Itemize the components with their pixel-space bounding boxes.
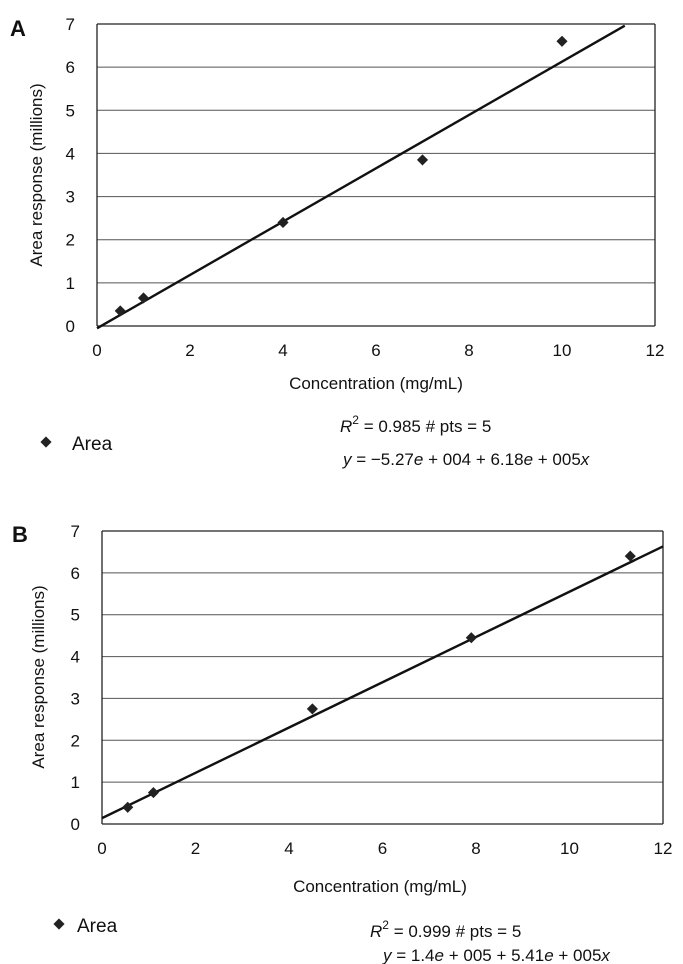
data-point-4 <box>416 154 429 166</box>
eq-part: + 005 <box>533 450 581 469</box>
r2-superscript: 2 <box>382 918 389 932</box>
r-squared-text: R2 = 0.999 # pts = 5 <box>370 918 521 941</box>
panel-label: B <box>12 522 28 547</box>
regression-equation: y = 1.4e + 005 + 5.41e + 005x <box>382 946 610 964</box>
y-tick-label: 0 <box>66 317 75 336</box>
x-tick-label: 8 <box>464 341 473 360</box>
x-tick-label: 0 <box>92 341 101 360</box>
y-tick-label: 6 <box>71 564 80 583</box>
data-point-5 <box>556 35 568 47</box>
r2-value-text: = 0.985 # pts = 5 <box>359 417 491 436</box>
eq-e: e <box>544 946 553 964</box>
eq-x: x <box>600 946 610 964</box>
y-tick-label: 4 <box>71 648 80 667</box>
y-axis-title: Area response (millions) <box>27 83 46 266</box>
x-axis-title: Concentration (mg/mL) <box>293 877 467 896</box>
data-point-1 <box>122 801 134 813</box>
y-tick-label: 7 <box>71 522 80 541</box>
x-tick-label: 0 <box>97 839 106 858</box>
x-tick-label: 4 <box>278 341 287 360</box>
y-tick-label: 3 <box>66 188 75 207</box>
legend-marker <box>40 436 52 448</box>
panel-label: A <box>10 16 26 41</box>
y-tick-label: 1 <box>66 274 75 293</box>
y-tick-label: 5 <box>66 101 75 120</box>
y-tick-label: 0 <box>71 815 80 834</box>
regression-equation: y = −5.27e + 004 + 6.18e + 005x <box>342 450 590 469</box>
x-tick-label: 12 <box>646 341 665 360</box>
data-point-2 <box>137 292 150 304</box>
y-tick-label: 2 <box>66 231 75 250</box>
y-tick-label: 6 <box>66 58 75 77</box>
x-tick-label: 2 <box>191 839 200 858</box>
y-tick-label: 4 <box>66 144 75 163</box>
x-tick-label: 6 <box>378 839 387 858</box>
data-point-1 <box>114 305 126 317</box>
eq-e: e <box>414 450 423 469</box>
y-tick-label: 3 <box>71 689 80 708</box>
data-point-3 <box>277 216 289 229</box>
r-squared-text: R2 = 0.985 # pts = 5 <box>340 413 491 436</box>
r2-symbol: R <box>340 417 352 436</box>
r2-symbol: R <box>370 922 382 941</box>
y-axis-title: Area response (millions) <box>29 585 48 768</box>
x-tick-label: 10 <box>553 341 572 360</box>
eq-e: e <box>524 450 533 469</box>
y-tick-label: 7 <box>66 15 75 34</box>
eq-part: = 1.4 <box>392 946 435 964</box>
x-tick-label: 6 <box>371 341 380 360</box>
y-tick-label: 5 <box>71 606 80 625</box>
data-point-4 <box>465 632 477 644</box>
eq-part: + 004 + 6.18 <box>423 450 523 469</box>
legend-marker <box>53 918 65 930</box>
eq-part: = −5.27 <box>352 450 414 469</box>
y-tick-label: 2 <box>71 731 80 750</box>
r2-value-text: = 0.999 # pts = 5 <box>389 922 521 941</box>
r2-superscript: 2 <box>352 413 359 427</box>
eq-part: + 005 + 5.41 <box>444 946 544 964</box>
regression-line <box>101 545 664 820</box>
eq-part: + 005 <box>554 946 602 964</box>
eq-x: x <box>580 450 590 469</box>
x-tick-label: 4 <box>284 839 293 858</box>
x-tick-label: 10 <box>560 839 579 858</box>
legend-label: Area <box>77 916 118 937</box>
eq-y: y <box>342 450 353 469</box>
x-tick-label: 12 <box>654 839 673 858</box>
data-point-3 <box>306 703 318 715</box>
eq-e: e <box>435 946 444 964</box>
data-point-2 <box>147 787 159 799</box>
y-tick-label: 1 <box>71 773 80 792</box>
regression-line <box>96 24 626 330</box>
x-axis-title: Concentration (mg/mL) <box>289 374 463 393</box>
x-tick-label: 2 <box>185 341 194 360</box>
eq-y: y <box>382 946 393 964</box>
x-tick-label: 8 <box>471 839 480 858</box>
legend-label: Area <box>72 434 113 455</box>
data-point-5 <box>624 550 636 562</box>
